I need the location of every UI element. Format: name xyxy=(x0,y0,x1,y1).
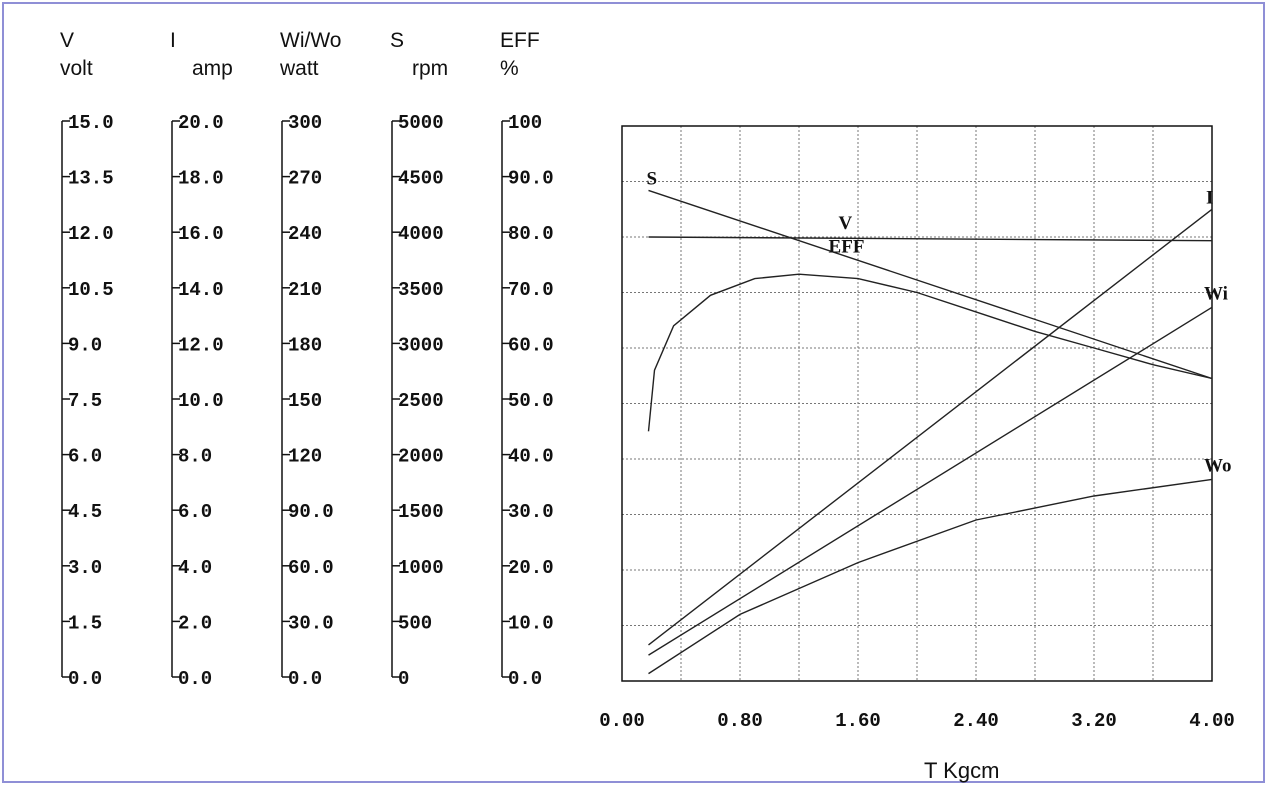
axis-tick-label: 1000 xyxy=(398,557,444,579)
axis-tick-label: 20.0 xyxy=(508,557,554,579)
axis-tick-label: 1.5 xyxy=(68,612,102,634)
axis-tick-label: 9.0 xyxy=(68,334,102,356)
axis-tick-label: 80.0 xyxy=(508,223,554,245)
axis-symbol-eff: EFF xyxy=(500,29,540,52)
axis-tick-label: 15.0 xyxy=(68,112,114,134)
axis-symbol-w: Wi/Wo xyxy=(280,29,341,52)
axis-tick-label: 18.0 xyxy=(178,168,224,190)
axis-tick-label: 50.0 xyxy=(508,390,554,412)
plot-border xyxy=(621,125,1213,682)
axis-tick-label: 5000 xyxy=(398,112,444,134)
axis-tick-label: 0 xyxy=(398,668,409,690)
series-line-eff xyxy=(647,273,1213,432)
axis-tick-label: 0.0 xyxy=(68,668,102,690)
axis-tick-label: 12.0 xyxy=(178,334,224,356)
axis-tick-label: 0.0 xyxy=(178,668,212,690)
axis-unit-v: volt xyxy=(60,57,93,80)
axis-unit-eff: % xyxy=(500,57,519,80)
axis-unit-w: watt xyxy=(279,57,319,80)
axis-symbol-v: V xyxy=(60,29,74,52)
axis-tick-label: 0.0 xyxy=(288,668,322,690)
axis-tick-label: 90.0 xyxy=(508,168,554,190)
x-tick-label: 1.60 xyxy=(835,710,881,732)
axis-symbol-i: I xyxy=(170,29,176,52)
axis-tick-label: 0.0 xyxy=(508,668,542,690)
axis-tick-label: 150 xyxy=(288,390,322,412)
axis-tick-label: 6.0 xyxy=(68,446,102,468)
axis-tick-label: 90.0 xyxy=(288,501,334,523)
series-label-s: S xyxy=(647,168,658,189)
axis-tick-label: 16.0 xyxy=(178,223,224,245)
series-line-wo xyxy=(648,478,1213,675)
axis-tick-label: 3500 xyxy=(398,279,444,301)
axis-tick-label: 4.0 xyxy=(178,557,212,579)
axis-tick-label: 12.0 xyxy=(68,223,114,245)
axis-tick-label: 500 xyxy=(398,612,432,634)
series-line-wi xyxy=(648,306,1213,656)
axis-tick-label: 2.0 xyxy=(178,612,212,634)
axis-tick-label: 7.5 xyxy=(68,390,102,412)
axis-tick-label: 100 xyxy=(508,112,542,134)
series-line-v xyxy=(648,236,1213,242)
axis-tick-label: 4.5 xyxy=(68,501,102,523)
axis-tick-label: 10.0 xyxy=(508,612,554,634)
x-tick-label: 2.40 xyxy=(953,710,999,732)
axis-tick-label: 6.0 xyxy=(178,501,212,523)
axis-tick-label: 40.0 xyxy=(508,446,554,468)
axis-tick-label: 60.0 xyxy=(508,334,554,356)
axis-tick-label: 60.0 xyxy=(288,557,334,579)
axis-tick-label: 240 xyxy=(288,223,322,245)
series-line-i xyxy=(648,208,1213,646)
axis-tick-label: 14.0 xyxy=(178,279,224,301)
axis-symbol-s: S xyxy=(390,29,404,52)
axis-tick-label: 10.5 xyxy=(68,279,114,301)
axis-tick-label: 70.0 xyxy=(508,279,554,301)
axis-tick-label: 210 xyxy=(288,279,322,301)
series-line-s xyxy=(648,189,1213,380)
axis-tick-label: 300 xyxy=(288,112,322,134)
axis-tick-label: 1500 xyxy=(398,501,444,523)
axis-unit-s: rpm xyxy=(412,57,448,80)
axis-tick-label: 120 xyxy=(288,446,322,468)
axis-tick-label: 4500 xyxy=(398,168,444,190)
axis-tick-label: 3000 xyxy=(398,334,444,356)
axis-tick-label: 4000 xyxy=(398,223,444,245)
x-axis-label: T Kgcm xyxy=(924,758,999,783)
series-label-i: I xyxy=(1206,187,1213,208)
axis-tick-label: 180 xyxy=(288,334,322,356)
axis-tick-label: 10.0 xyxy=(178,390,224,412)
axis-tick-label: 30.0 xyxy=(508,501,554,523)
axis-tick-label: 13.5 xyxy=(68,168,114,190)
axis-tick-label: 30.0 xyxy=(288,612,334,634)
x-tick-label: 0.80 xyxy=(717,710,763,732)
axis-tick-label: 270 xyxy=(288,168,322,190)
x-tick-label: 0.00 xyxy=(599,710,645,732)
series-label-eff: EFF xyxy=(829,236,865,257)
axis-unit-i: amp xyxy=(192,57,233,80)
axis-tick-label: 20.0 xyxy=(178,112,224,134)
series-label-wo: Wo xyxy=(1204,455,1231,476)
series-label-wi: Wi xyxy=(1204,283,1228,304)
x-tick-label: 4.00 xyxy=(1189,710,1235,732)
axis-tick-label: 2500 xyxy=(398,390,444,412)
x-tick-label: 3.20 xyxy=(1071,710,1117,732)
axis-tick-label: 3.0 xyxy=(68,557,102,579)
axis-tick-label: 8.0 xyxy=(178,446,212,468)
axis-tick-label: 2000 xyxy=(398,446,444,468)
series-label-v: V xyxy=(839,213,853,234)
